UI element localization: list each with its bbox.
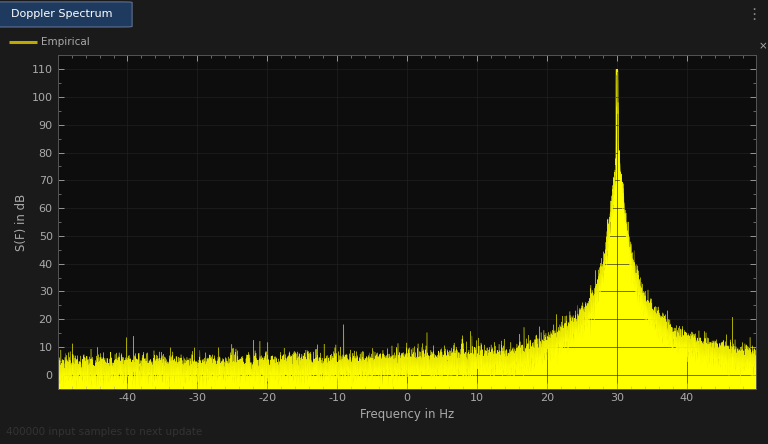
FancyBboxPatch shape: [0, 2, 132, 27]
Text: 400000 input samples to next update: 400000 input samples to next update: [6, 427, 203, 437]
Text: $\times10^3$: $\times10^3$: [758, 38, 768, 52]
Text: Doppler Spectrum: Doppler Spectrum: [11, 9, 112, 20]
Text: Empirical: Empirical: [41, 37, 89, 47]
Y-axis label: S(F) in dB: S(F) in dB: [15, 194, 28, 250]
X-axis label: Frequency in Hz: Frequency in Hz: [360, 408, 454, 420]
Text: ⋮: ⋮: [746, 7, 762, 22]
